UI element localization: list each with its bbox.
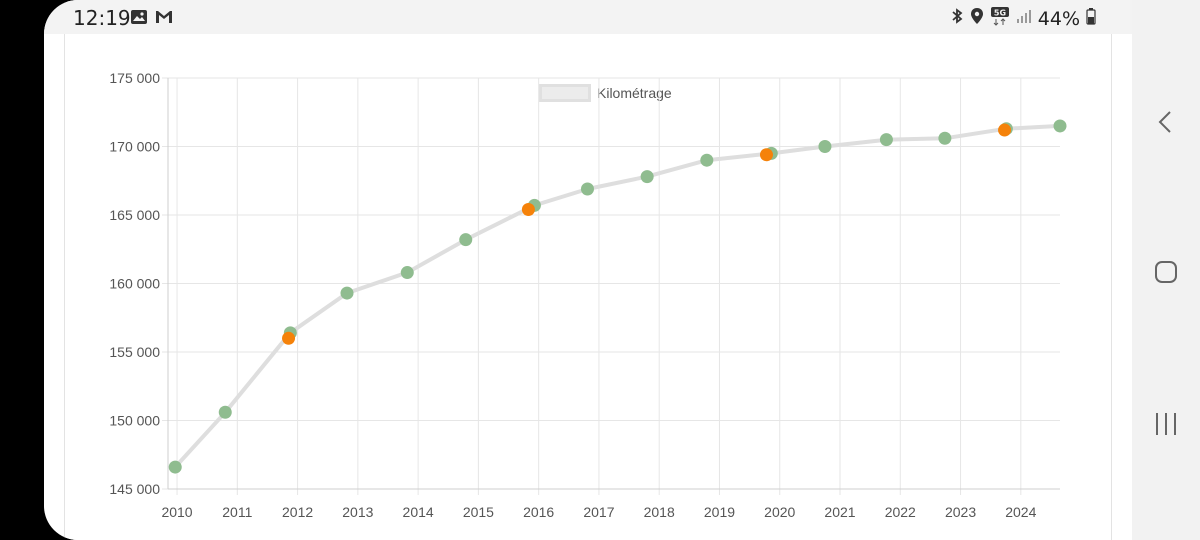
mileage-chart[interactable]: 145 000 150 000 155 000 160 000 165 000 170 0… [0, 0, 1132, 540]
highlight-point[interactable] [759, 148, 773, 162]
y-tick-label: 150 000 [109, 413, 160, 429]
data-point[interactable] [640, 170, 654, 184]
x-tick-label: 2019 [704, 504, 735, 520]
gmail-icon [154, 8, 174, 31]
battery-icon [1086, 7, 1096, 30]
chart-card: Kilométrage [64, 34, 1112, 540]
data-point[interactable] [218, 405, 232, 419]
x-tick-label: 2012 [282, 504, 313, 520]
x-tick-label: 2011 [222, 504, 252, 520]
y-tick-label: 175 000 [109, 70, 160, 86]
location-icon [970, 7, 984, 30]
data-point[interactable] [459, 233, 473, 247]
5g-label: 5G [994, 9, 1006, 18]
highlight-point[interactable] [521, 203, 535, 217]
chart-legend[interactable]: Kilométrage [539, 84, 672, 102]
y-axis-ticks: 145 000 150 000 155 000 160 000 165 000 170 0… [109, 70, 160, 497]
navigation-bar [1132, 0, 1200, 540]
x-tick-label: 2017 [583, 504, 614, 520]
chart-axes [167, 78, 1060, 490]
x-tick-label: 2020 [764, 504, 795, 520]
data-point[interactable] [1053, 119, 1067, 133]
x-tick-label: 2023 [945, 504, 976, 520]
x-axis-ticks: 2010 2011 2012 2013 2014 2015 2016 2017 2018 2019… [161, 504, 1036, 520]
status-time: 12:19 [73, 6, 131, 30]
data-point[interactable] [580, 182, 594, 196]
status-left-icons [130, 8, 174, 31]
y-tick-label: 165 000 [109, 207, 160, 223]
x-tick-label: 2024 [1005, 504, 1036, 520]
data-point[interactable] [400, 266, 414, 280]
chart-grid [162, 77, 1060, 495]
x-tick-label: 2013 [342, 504, 373, 520]
image-icon [130, 8, 148, 31]
y-tick-label: 145 000 [109, 481, 160, 497]
x-tick-label: 2021 [824, 504, 855, 520]
x-tick-label: 2018 [644, 504, 675, 520]
highlight-point[interactable] [998, 123, 1012, 137]
y-tick-label: 160 000 [109, 276, 160, 292]
series-line-kilometrage [173, 123, 1061, 469]
data-point[interactable] [879, 133, 893, 147]
status-bar: 12:19 5G 44% [44, 0, 1132, 34]
data-point[interactable] [340, 286, 354, 300]
signal-icon [1016, 8, 1032, 29]
x-tick-label: 2015 [463, 504, 494, 520]
x-tick-label: 2010 [161, 504, 192, 520]
y-tick-label: 155 000 [109, 344, 160, 360]
data-point[interactable] [700, 153, 714, 167]
highlight-points [282, 123, 1012, 345]
phone-screen: 12:19 5G 44% [44, 0, 1132, 540]
data-point[interactable] [168, 460, 182, 474]
x-tick-label: 2022 [885, 504, 916, 520]
5g-icon: 5G [990, 6, 1010, 31]
legend-label: Kilométrage [597, 85, 672, 101]
bluetooth-icon [950, 7, 964, 30]
legend-swatch [539, 84, 591, 102]
highlight-point[interactable] [282, 331, 296, 345]
data-point[interactable] [938, 131, 952, 145]
status-right-icons: 5G 44% [950, 6, 1096, 31]
left-black-bezel [0, 0, 44, 540]
y-tick-label: 170 000 [109, 139, 160, 155]
battery-percentage: 44% [1037, 7, 1080, 30]
home-icon[interactable] [1152, 258, 1180, 291]
x-tick-label: 2016 [523, 504, 554, 520]
recents-icon[interactable] [1152, 410, 1180, 443]
data-point[interactable] [818, 140, 832, 153]
x-tick-label: 2014 [403, 504, 434, 520]
back-icon[interactable] [1152, 108, 1180, 141]
